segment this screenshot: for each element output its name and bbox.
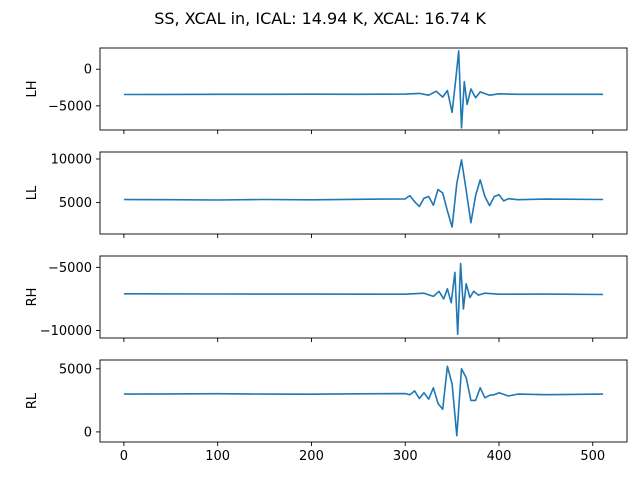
y-tick-label: 0 (84, 425, 92, 440)
y-tick-label: 10000 (51, 152, 92, 167)
axes-frame (99, 151, 628, 235)
series-line-RH (123, 262, 604, 336)
y-tick-label: −10000 (40, 324, 92, 339)
subplot-stack: 0−5000LH100005000LL−5000−10000RH50000RL0… (25, 47, 628, 464)
y-tick-label: −5000 (48, 261, 92, 276)
x-tick-label: 500 (580, 449, 605, 464)
y-tick-label: −5000 (48, 99, 92, 114)
x-tick-label: 300 (393, 449, 418, 464)
subplot-RH: −5000 −10000 RH (25, 255, 628, 342)
y-axis-label: LH (25, 80, 40, 97)
y-tick-label: 0 (84, 63, 92, 78)
subplot-LH: 0 −5000 LH (25, 47, 628, 134)
x-tick-label: 400 (487, 449, 512, 464)
y-axis-label: RL (25, 392, 40, 409)
chart-title: SS, XCAL in, ICAL: 14.94 K, XCAL: 16.74 … (154, 9, 486, 28)
y-axis-label: LL (25, 185, 40, 200)
y-tick-label: 5000 (59, 362, 92, 377)
axes-frame (99, 359, 628, 443)
series-line-RL (123, 365, 604, 437)
series-line-LH (123, 50, 604, 129)
y-axis-label: RH (25, 288, 40, 307)
axes-frame (99, 47, 628, 131)
x-tick-label: 200 (299, 449, 324, 464)
subplot-RL: 5000 0 RL 0 100 200 300 400 500 (25, 359, 628, 464)
axes-frame (99, 255, 628, 339)
subplot-LL: 10000 5000 LL (25, 151, 628, 238)
series-line-LL (123, 159, 604, 228)
x-tick-label: 0 (120, 449, 128, 464)
x-tick-label: 100 (205, 449, 230, 464)
y-tick-label: 5000 (59, 196, 92, 211)
